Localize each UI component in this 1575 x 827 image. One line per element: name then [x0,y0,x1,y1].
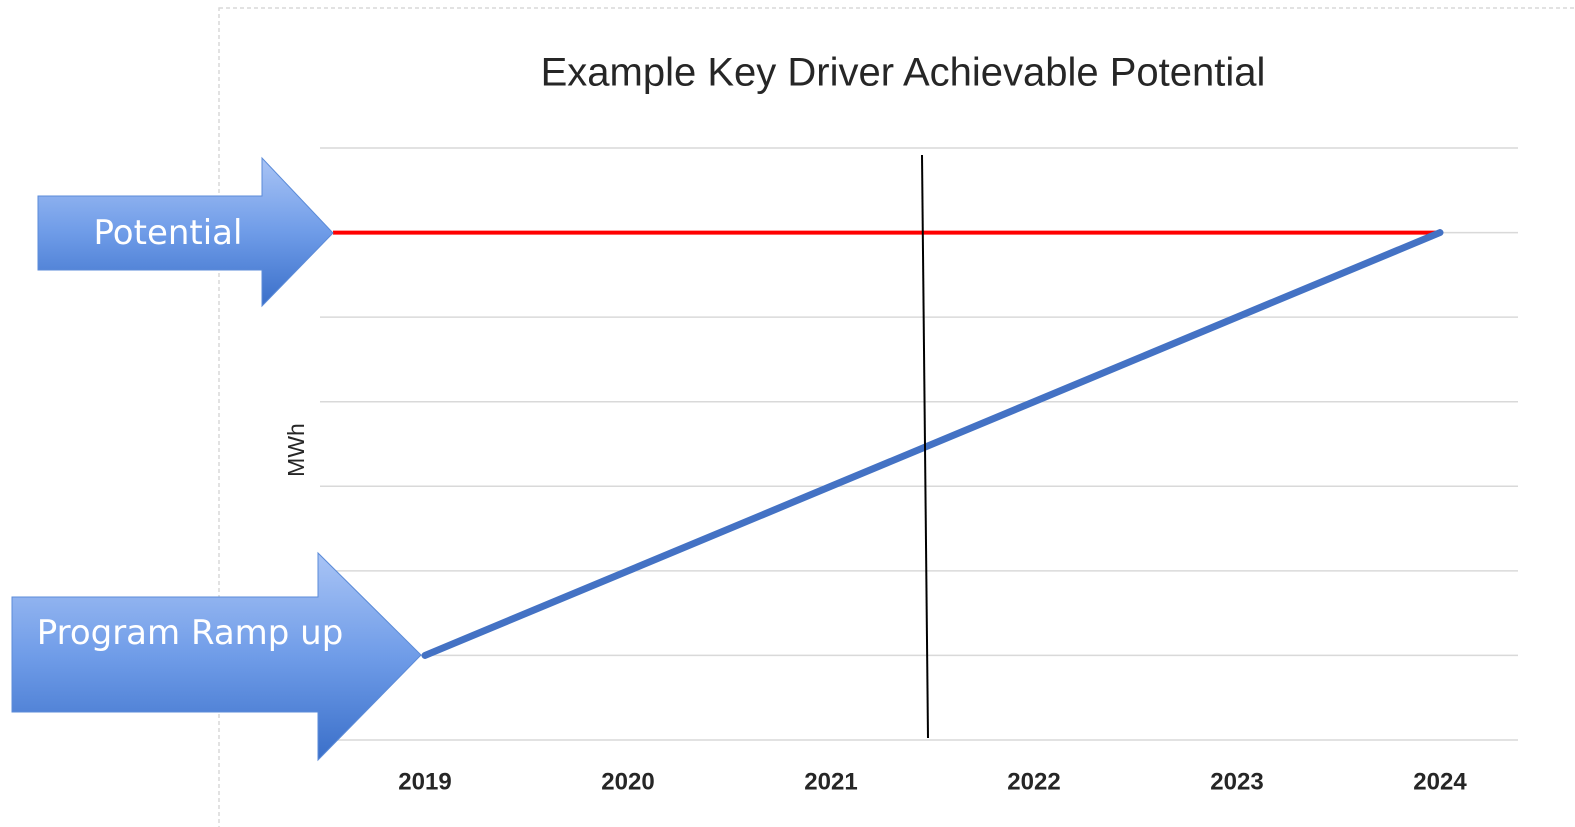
annotation: Potential [93,213,243,253]
x-tick-label: 2020 [601,768,654,795]
x-tick-label: 2022 [1007,768,1060,795]
divider-line [921,154,929,739]
annotation: Program Ramp up [36,613,344,653]
x-tick-label: 2024 [1413,768,1467,795]
marks [333,229,1444,659]
potential-arrow [37,156,334,308]
chart-title: Example Key Driver Achievable Potential [541,51,1266,95]
y-axis-label: MWh [283,423,309,477]
grid: 2019 2020 2021 2022 2023 2024 [320,147,1518,795]
x-tick-label: 2019 [398,768,451,795]
series-line [421,229,1444,659]
chart-frame [218,7,1575,827]
x-tick-label: 2021 [804,768,857,795]
ramp-arrow [11,551,422,762]
x-tick-label: 2023 [1210,768,1263,795]
